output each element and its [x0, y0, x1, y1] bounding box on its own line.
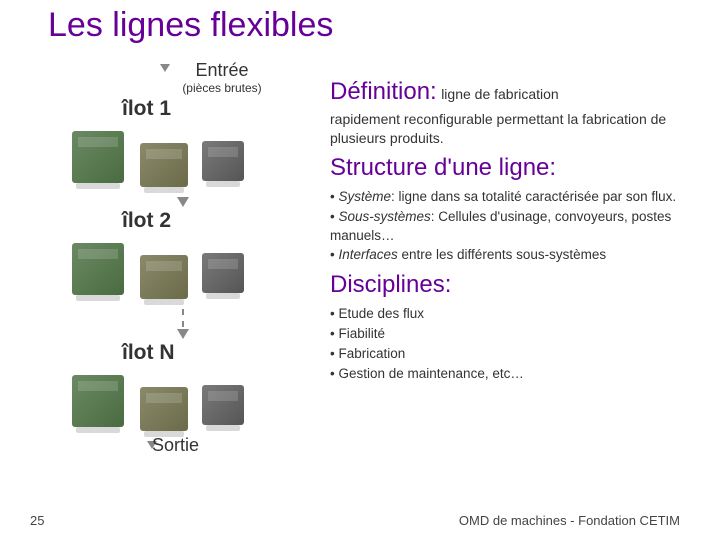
list-item: • Système: ligne dans sa totalité caract… [330, 188, 700, 207]
structure-heading: Structure d'une ligne: [330, 154, 556, 181]
definition-body: rapidement reconfigurable permettant la … [330, 110, 700, 148]
bullet-text: entre les différents sous-systèmes [398, 247, 606, 262]
ilot-2-graphic [72, 235, 262, 305]
machine-icon [202, 141, 244, 181]
list-item: • Gestion de maintenance, etc… [330, 365, 700, 384]
sortie-label: Sortie [152, 435, 302, 456]
list-item: • Interfaces entre les différents sous-s… [330, 246, 700, 265]
definition-heading: Définition: [330, 78, 437, 105]
machine-icon [140, 255, 188, 299]
entry-label: Entrée [142, 60, 302, 81]
list-item: • Sous-systèmes: Cellules d'usinage, con… [330, 208, 700, 246]
entry-sublabel: (pièces brutes) [142, 81, 302, 95]
ilot-1-label: îlot 1 [122, 97, 302, 121]
machine-icon [72, 243, 124, 295]
machine-icon [202, 253, 244, 293]
disciplines-block: Disciplines: • Etude des flux • Fiabilit… [330, 271, 700, 384]
machine-icon [202, 385, 244, 425]
machine-icon [140, 387, 188, 431]
machine-icon [140, 143, 188, 187]
bullet-key: Système [338, 189, 391, 204]
arrow-down-icon [177, 329, 189, 339]
machine-icon [72, 131, 124, 183]
structure-block: Structure d'une ligne: • Système: ligne … [330, 154, 700, 266]
content-column: Définition: ligne de fabrication rapidem… [330, 78, 700, 390]
footer-text: OMD de machines - Fondation CETIM [459, 513, 680, 528]
dashed-connector [182, 309, 184, 327]
ilot-n-label: îlot N [122, 341, 302, 365]
page-number: 25 [30, 513, 44, 528]
ilot-1-graphic [72, 123, 262, 193]
disciplines-bullets: • Etude des flux • Fiabilité • Fabricati… [330, 305, 700, 384]
disciplines-heading: Disciplines: [330, 271, 451, 298]
bullet-key: Interfaces [338, 247, 397, 262]
definition-inline: ligne de fabrication [441, 86, 559, 102]
slide-title: Les lignes flexibles [48, 6, 333, 45]
machine-icon [72, 375, 124, 427]
list-item: • Fiabilité [330, 325, 700, 344]
bullet-key: Sous-systèmes [338, 209, 430, 224]
list-item: • Fabrication [330, 345, 700, 364]
bullet-text: : ligne dans sa totalité caractérisée pa… [391, 189, 676, 204]
definition-block: Définition: ligne de fabrication rapidem… [330, 78, 700, 148]
structure-bullets: • Système: ligne dans sa totalité caract… [330, 188, 700, 266]
ilot-2-label: îlot 2 [122, 209, 302, 233]
ilot-n-graphic [72, 367, 262, 437]
list-item: • Etude des flux [330, 305, 700, 324]
arrow-down-icon [177, 197, 189, 207]
diagram-column: Entrée (pièces brutes) îlot 1 îlot 2 îlo… [72, 62, 302, 456]
